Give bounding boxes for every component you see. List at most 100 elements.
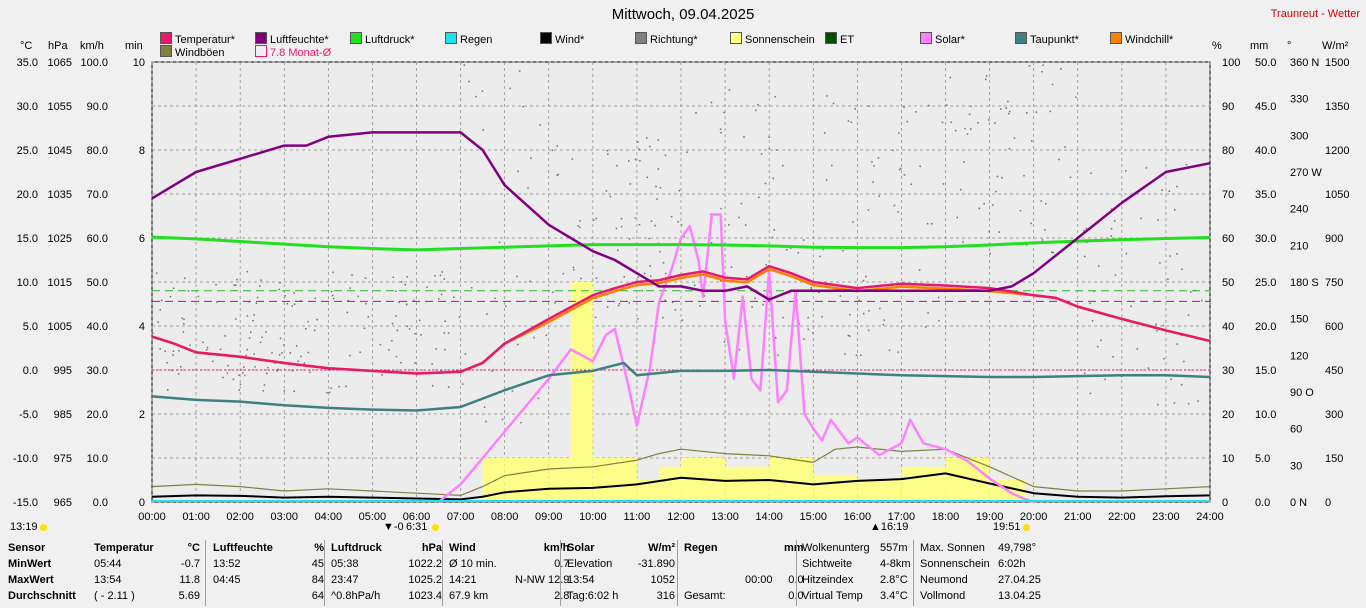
direction-point (406, 325, 409, 328)
direction-point (903, 106, 905, 108)
direction-point (765, 263, 767, 266)
direction-point (823, 132, 826, 134)
direction-point (762, 303, 764, 306)
direction-point (616, 164, 618, 167)
direction-point (351, 274, 353, 276)
rain-total-val: 0.0 (776, 588, 807, 604)
y-tick-label: 0 (1325, 497, 1331, 509)
direction-point (172, 354, 174, 356)
sunset-time: 19:51 (993, 521, 1021, 533)
direction-point (1181, 268, 1183, 271)
direction-point (279, 282, 281, 284)
direction-point (468, 80, 470, 83)
direction-point (618, 302, 621, 305)
direction-point (537, 397, 540, 400)
solar-max-time: 13:54 (567, 574, 595, 586)
direction-point (305, 328, 307, 330)
solar-line (437, 213, 1035, 504)
hum-max-val: 84 (311, 574, 324, 586)
direction-point (859, 354, 862, 357)
direction-point (593, 219, 595, 221)
hdr-luftfeuchte: Luftfeuchte (213, 542, 273, 554)
direction-point (171, 369, 173, 372)
direction-point (197, 295, 200, 298)
legend-swatch (350, 32, 362, 44)
direction-point (720, 207, 722, 210)
direction-point (893, 204, 896, 207)
direction-point (485, 420, 487, 423)
direction-point (307, 351, 310, 354)
y-tick-label: 450 (1325, 365, 1343, 377)
solar-elev-label: Elevation (567, 558, 613, 570)
direction-point (862, 312, 865, 315)
direction-point (1176, 253, 1178, 255)
direction-point (877, 157, 880, 159)
x-tick-label: 07:00 (447, 511, 475, 523)
y-tick-label: 180 S (1290, 277, 1319, 289)
direction-point (628, 238, 631, 240)
direction-point (498, 241, 501, 244)
direction-point (1163, 357, 1165, 360)
direction-point (260, 279, 262, 281)
chart-title: Mittwoch, 09.04.2025 (611, 6, 755, 23)
direction-point (276, 370, 278, 372)
pressure-line (151, 235, 1211, 252)
y-tick-label: 25.0 (1255, 277, 1276, 289)
y-tick-label: 80 (1222, 145, 1234, 157)
direction-point (1112, 356, 1114, 358)
visibility-label: Sichtweite (802, 558, 853, 570)
legend-label: Sonnenschein (745, 34, 815, 46)
direction-point (858, 299, 860, 301)
direction-point (994, 122, 996, 124)
direction-point (248, 337, 251, 339)
stats-extra2: Max. Sonnen 49,798° Sonnenschein 6:02h Neu… (917, 540, 1044, 604)
legend-item: Solar* (920, 32, 965, 46)
legend-label: ET (840, 34, 855, 46)
row-min: MinWert (8, 558, 52, 570)
direction-point (659, 250, 661, 253)
direction-point (849, 313, 851, 316)
wind-max-val: N-NW 12.9 (515, 574, 570, 586)
direction-point (1052, 251, 1054, 254)
pres-max-time: 23:47 (331, 574, 359, 586)
direction-point (261, 336, 263, 339)
direction-point (326, 391, 328, 394)
direction-point (1030, 222, 1032, 225)
hdr-wind: Wind (449, 542, 476, 554)
station-name: Traunreut - Wetter (1270, 8, 1360, 20)
stats-solar: Solar W/m² Elevation -31.890 13:54 1052 Tag… (564, 540, 678, 604)
y-tick-label: 15.0 (1255, 365, 1276, 377)
direction-point (1183, 360, 1185, 363)
direction-point (443, 332, 446, 334)
y-tick-label: 30 (1222, 365, 1234, 377)
direction-point (177, 373, 180, 375)
direction-point (183, 318, 185, 321)
direction-point (518, 70, 521, 72)
direction-point (1157, 219, 1159, 221)
direction-point (346, 311, 349, 314)
direction-point (1044, 229, 1046, 231)
y-tick-label: 120 (1290, 350, 1308, 362)
direction-point (1156, 330, 1158, 332)
direction-point (444, 320, 446, 322)
direction-point (674, 309, 677, 311)
direction-point (906, 120, 909, 123)
y-tick-label: 20.0 (1255, 321, 1276, 333)
direction-point (447, 332, 450, 334)
unit-wind: km/h (80, 40, 104, 52)
direction-point (1155, 323, 1157, 326)
gust-line (151, 446, 1211, 496)
direction-point (1169, 255, 1171, 257)
direction-point (1051, 83, 1054, 86)
stats-pressure: Luftdruck hPa 05:38 1022.2 23:47 1025.2 ^0.… (328, 540, 445, 604)
legend-label: Wind* (555, 34, 585, 46)
direction-point (839, 295, 842, 297)
direction-point (649, 145, 651, 148)
wind-avg-note: 67.9 km (449, 590, 489, 602)
direction-point (533, 336, 535, 339)
direction-point (803, 338, 805, 340)
direction-point (629, 183, 632, 185)
direction-point (556, 145, 558, 147)
direction-point (617, 249, 619, 252)
direction-point (946, 104, 948, 107)
